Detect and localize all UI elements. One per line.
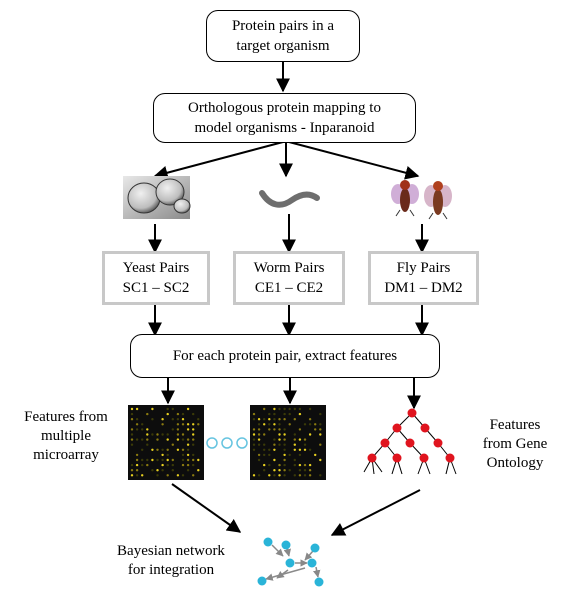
yeast-pairs-box: Yeast Pairs SC1 – SC2: [102, 251, 210, 305]
target-organism-line1: Protein pairs in a: [231, 18, 335, 34]
arrow-go-to-bayes: [330, 489, 421, 536]
fly-pairs-ids: DM1 – DM2: [384, 280, 463, 296]
arrow-mapping-to-fly: [288, 141, 420, 180]
orthologous-mapping-box: Orthologous protein mapping to model org…: [153, 93, 416, 143]
microarray-label-line2: multiple: [41, 428, 91, 444]
yeast-pairs-ids: SC1 – SC2: [122, 280, 190, 296]
worm-pairs-label: Worm Pairs: [253, 260, 325, 276]
bayes-label-line1: Bayesian network: [117, 543, 225, 559]
extract-features-label: For each protein pair, extract features: [172, 348, 398, 364]
target-organism-box: Protein pairs in a target organism: [206, 10, 360, 62]
arrow-array-to-bayes: [171, 483, 242, 533]
arrow-mapping-to-yeast: [153, 141, 284, 180]
microarray-label-line3: microarray: [33, 447, 99, 463]
gene-ontology-features-label: Features from Gene Ontology: [470, 416, 560, 473]
mapping-line2: model organisms - Inparanoid: [194, 120, 375, 136]
microarray-label-line1: Features from: [24, 409, 108, 425]
microarray-features-label: Features from multiple microarray: [8, 408, 124, 465]
go-label-line2: from Gene: [482, 436, 548, 452]
fly-pairs-box: Fly Pairs DM1 – DM2: [368, 251, 479, 305]
fly-pairs-label: Fly Pairs: [396, 260, 451, 276]
bayes-label-line2: for integration: [127, 562, 215, 578]
yeast-pairs-label: Yeast Pairs: [122, 260, 190, 276]
go-label-line1: Features: [489, 417, 541, 433]
mapping-line1: Orthologous protein mapping to: [188, 100, 381, 116]
bayesian-network-label: Bayesian network for integration: [96, 542, 246, 580]
go-label-line3: Ontology: [486, 455, 544, 471]
worm-pairs-box: Worm Pairs CE1 – CE2: [233, 251, 345, 305]
worm-pairs-ids: CE1 – CE2: [254, 280, 324, 296]
target-organism-line2: target organism: [236, 38, 330, 54]
extract-features-box: For each protein pair, extract features: [130, 334, 440, 378]
